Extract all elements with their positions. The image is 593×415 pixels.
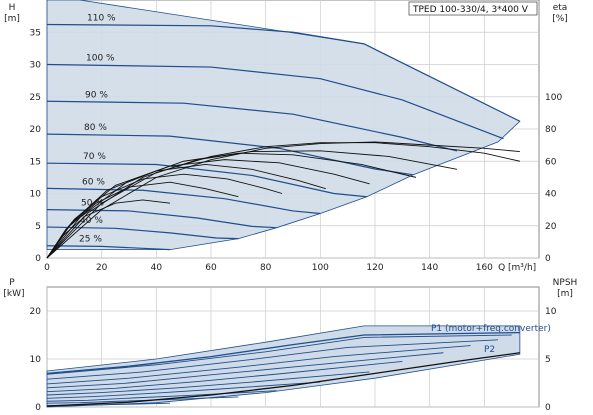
y-axis-unit-left: [kW]	[3, 289, 24, 299]
y-axis-label-left: P	[9, 278, 15, 288]
head-efficiency-panel: 110 %100 %90 %80 %70 %60 %50 %40 %25 %05…	[4, 0, 568, 273]
y-tick-left: 0	[35, 254, 41, 264]
title-box	[408, 1, 538, 16]
head-curve	[46, 226, 239, 240]
head-curve-label: 90 %	[85, 90, 108, 100]
efficiency-curve	[46, 142, 520, 259]
x-tick: 40	[151, 263, 163, 273]
y-tick-left: 10	[30, 355, 42, 365]
x-tick: 20	[96, 263, 108, 273]
efficiency-curve	[46, 164, 326, 259]
head-curve-label: 80 %	[84, 123, 107, 133]
y-tick-left: 5	[35, 222, 41, 232]
y-tick-left: 20	[30, 307, 42, 317]
power-npsh-panel: P1 (motor+freq.converter) P2 0 10 20 0 5 10 P[kW…	[3, 278, 577, 413]
power-curve	[46, 396, 239, 404]
y-tick-right: 10	[545, 307, 557, 317]
y-axis-label-right: NPSH	[553, 278, 578, 288]
x-tick: 160	[476, 263, 493, 273]
series-label-p1: P1 (motor+freq.converter)	[431, 324, 551, 334]
y-tick-left: 25	[30, 93, 41, 103]
series-line	[46, 352, 520, 407]
power-curve	[46, 371, 370, 396]
power-curve	[46, 360, 403, 393]
efficiency-curve	[46, 152, 417, 259]
head-curve	[46, 209, 277, 229]
series-line	[46, 331, 520, 375]
y-tick-left: 10	[30, 190, 42, 200]
head-curve	[46, 245, 171, 251]
y-axis-label-left: H	[9, 3, 16, 13]
power-curve	[46, 339, 499, 380]
head-curve	[46, 162, 367, 198]
efficiency-curve	[46, 141, 520, 259]
x-tick: 80	[260, 263, 272, 273]
y-axis-label-right: eta	[553, 3, 568, 13]
head-curve-label: 100 %	[86, 54, 115, 64]
y-tick-right: 80	[545, 125, 557, 135]
chart-title: TPED 100-330/4, 3*400 V	[412, 5, 529, 15]
head-curve	[46, 23, 521, 122]
y-tick-left: 35	[30, 28, 41, 38]
head-curve-label: 110 %	[87, 14, 116, 24]
x-tick: 60	[205, 263, 217, 273]
x-tick: 100	[312, 263, 329, 273]
power-curve	[46, 345, 471, 385]
efficiency-curve	[46, 181, 239, 259]
y-tick-right: 60	[545, 157, 557, 167]
head-curve	[46, 63, 504, 140]
y-tick-right: 0	[545, 254, 551, 264]
y-tick-left: 30	[30, 61, 42, 71]
y-tick-right: 0	[545, 403, 551, 413]
y-tick-right: 40	[545, 190, 557, 200]
y-tick-left: 0	[35, 403, 41, 413]
y-tick-left: 15	[30, 157, 41, 167]
head-curve-label: 70 %	[83, 152, 106, 162]
x-tick: 140	[421, 263, 438, 273]
y-tick-right: 100	[545, 93, 562, 103]
power-curve	[46, 334, 512, 375]
y-axis-unit-left: [m]	[4, 14, 20, 24]
power-curve	[46, 381, 321, 399]
y-tick-left: 20	[30, 125, 42, 135]
efficiency-curve	[46, 173, 283, 259]
x-axis-label: Q [m³/h]	[498, 263, 536, 273]
head-curve-label: 40 %	[80, 216, 103, 226]
y-tick-right: 5	[545, 355, 551, 365]
y-tick-right: 20	[545, 222, 557, 232]
y-axis-unit-right: [m]	[557, 289, 573, 299]
series-label-p2: P2	[484, 345, 495, 355]
head-curve	[46, 100, 458, 152]
power-curve	[46, 352, 444, 389]
y-axis-unit-right: [%]	[552, 14, 568, 24]
head-curve-label: 25 %	[79, 235, 102, 245]
efficiency-curve	[46, 199, 171, 259]
x-tick: 0	[44, 263, 50, 273]
head-curve-label: 60 %	[82, 177, 105, 187]
x-tick: 120	[366, 263, 383, 273]
